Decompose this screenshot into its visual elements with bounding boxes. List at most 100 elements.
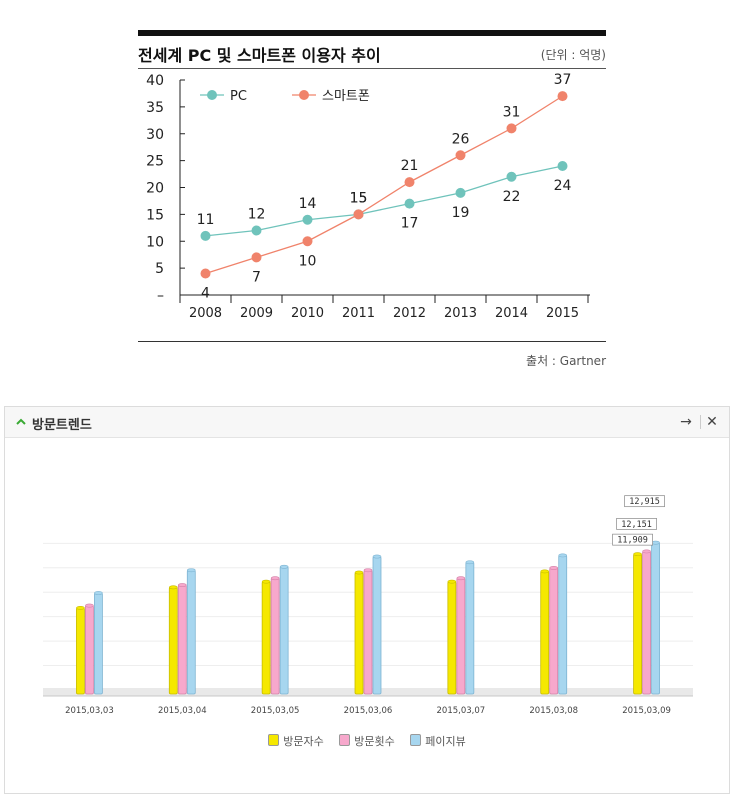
bar xyxy=(633,553,642,695)
data-point xyxy=(353,209,364,220)
bar-cap xyxy=(447,579,457,584)
data-label: 15 xyxy=(350,190,368,206)
figure-unit: (단위 : 억명) xyxy=(540,48,606,62)
data-label: 21 xyxy=(401,158,419,174)
data-point xyxy=(455,150,466,161)
y-tick-label: 35 xyxy=(146,100,164,116)
bar xyxy=(261,581,271,695)
x-tick-label: 2009 xyxy=(240,306,273,321)
bar-cap xyxy=(76,605,85,610)
data-label: 31 xyxy=(503,104,521,120)
figure-bottom-rule xyxy=(138,341,606,342)
legend-item-visitors: 방문자수 xyxy=(268,733,324,749)
bar-cap xyxy=(633,552,642,557)
bar-cap xyxy=(168,585,178,590)
data-label: 19 xyxy=(452,205,470,221)
legend-label: PC xyxy=(230,89,247,104)
legend-item-visits: 방문횟수 xyxy=(339,733,395,749)
data-point xyxy=(200,268,211,279)
legend-swatch xyxy=(410,734,422,746)
data-point xyxy=(302,214,313,225)
x-tick-label: 2015,03,08 xyxy=(529,706,578,716)
figure-top-bar xyxy=(138,30,606,36)
bar-cap xyxy=(558,553,568,558)
x-tick-label: 2011 xyxy=(342,306,375,321)
bar-cap xyxy=(94,591,103,595)
bar xyxy=(642,550,651,695)
panel-title: 방문트렌드 xyxy=(32,418,92,433)
data-label-box xyxy=(612,533,653,546)
data-label: 10 xyxy=(299,253,317,269)
legend-marker xyxy=(299,90,309,100)
data-point xyxy=(455,187,466,198)
bar-cap xyxy=(549,566,559,570)
data-point xyxy=(506,171,517,182)
close-icon[interactable]: ✕ xyxy=(706,414,718,430)
x-tick-label: 2013 xyxy=(444,306,477,321)
data-point xyxy=(404,198,415,209)
bar xyxy=(94,592,103,695)
bar xyxy=(279,566,289,695)
data-point xyxy=(557,91,568,102)
bar-cap xyxy=(456,576,466,581)
bar-cap xyxy=(465,560,475,565)
bar xyxy=(456,577,466,695)
x-tick-label: 2015,03,09 xyxy=(622,706,671,716)
data-point xyxy=(404,177,415,188)
series-line-0 xyxy=(205,165,563,237)
data-label: 24 xyxy=(554,178,572,194)
bar xyxy=(85,605,94,695)
data-label: 12,915 xyxy=(629,497,660,507)
y-tick-label: 25 xyxy=(146,154,164,170)
x-tick-label: 2014 xyxy=(495,306,528,321)
bar xyxy=(540,570,550,695)
data-point xyxy=(506,123,517,134)
legend-swatch xyxy=(268,734,280,746)
bar xyxy=(354,572,364,695)
x-tick-label: 2015,03,06 xyxy=(344,706,393,716)
bar xyxy=(549,567,559,695)
figure-title: 전세계 PC 및 스마트폰 이용자 추이 xyxy=(138,46,381,65)
visit-trend-panel: 방문트렌드 → ✕ 2015,03,03 2015,03,04 2015,03,05… xyxy=(4,406,730,794)
y-tick-label: 15 xyxy=(146,207,164,223)
panel-header: 방문트렌드 → ✕ xyxy=(5,407,729,438)
data-label: 17 xyxy=(401,216,419,232)
data-label: 22 xyxy=(503,189,521,205)
data-point xyxy=(251,252,262,263)
bar xyxy=(558,554,568,695)
data-point xyxy=(557,161,568,171)
x-tick-label: 2015,03,05 xyxy=(251,706,300,716)
y-tick-label: 10 xyxy=(146,234,164,250)
data-label: 14 xyxy=(299,196,317,212)
bar xyxy=(447,581,457,695)
chevron-up-icon[interactable] xyxy=(15,416,27,428)
bar-cap xyxy=(186,568,196,573)
bar-chart: 2015,03,03 2015,03,04 2015,03,05 2015,03,06… xyxy=(43,495,693,716)
bar xyxy=(270,577,280,695)
x-tick-label: 2015 xyxy=(546,306,579,321)
x-tick-label: 2008 xyxy=(189,306,222,321)
y-tick-label: 20 xyxy=(146,181,164,197)
data-label: 4 xyxy=(201,286,210,302)
legend-swatch xyxy=(339,734,351,746)
data-label: 7 xyxy=(252,269,261,285)
data-point xyxy=(251,225,262,236)
arrow-right-icon[interactable]: → xyxy=(680,414,692,430)
bar-legend: 방문자수 방문횟수 페이지뷰 xyxy=(5,733,729,749)
bar-cap xyxy=(372,554,382,559)
data-label-box xyxy=(616,518,657,530)
bar xyxy=(168,586,178,695)
y-tick-label: 30 xyxy=(146,127,164,143)
figure-source: 출처 : Gartner xyxy=(526,354,606,368)
data-point xyxy=(302,236,313,247)
bar xyxy=(372,556,382,695)
bar-cap xyxy=(261,579,271,584)
data-label: 11,909 xyxy=(617,536,648,546)
bar xyxy=(363,569,373,695)
bar-cap xyxy=(85,603,94,608)
bar-cap xyxy=(279,564,289,569)
pc-smartphone-figure: 전세계 PC 및 스마트폰 이용자 추이 (단위 : 억명) 40 35 30 25 2… xyxy=(138,30,606,375)
bar-cap xyxy=(270,576,280,581)
x-tick-label: 2015,03,04 xyxy=(158,706,207,716)
